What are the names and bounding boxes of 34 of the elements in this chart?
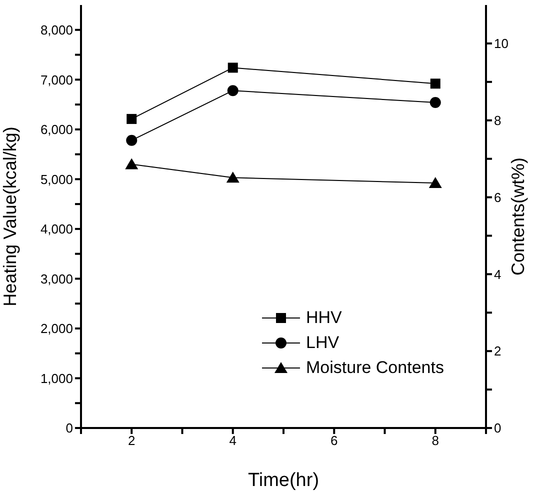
y2-tick-label: 10: [494, 36, 508, 52]
point: [126, 114, 137, 124]
point: [428, 177, 442, 188]
point: [226, 172, 240, 183]
point: [430, 97, 441, 108]
y-tick-label: 5,000: [40, 172, 73, 187]
point: [126, 134, 138, 146]
y-tick-label: 3,000: [40, 271, 73, 286]
y-tick-label: 6,000: [40, 122, 73, 138]
y2-tick-label: 8: [494, 112, 502, 128]
point: [125, 158, 138, 170]
y-tick-label: 1,000: [40, 370, 73, 386]
y2-tick-label: 4: [494, 266, 502, 282]
y-tick-label: 4,000: [40, 222, 73, 237]
y-axis-title: Heating Value(kcal/kg): [0, 126, 20, 306]
x-axis-title: Time(hr): [248, 470, 320, 491]
y2-tick-label: 0: [494, 420, 502, 436]
y-tick-label: 2,000: [40, 321, 73, 336]
x-tick-label: 2: [128, 433, 136, 448]
y-tick-label: 0: [66, 420, 73, 436]
y-tick-label: 7,000: [40, 72, 73, 88]
legend-label: LHV: [306, 332, 340, 352]
y2-axis-title: Contents(wt%): [508, 157, 528, 276]
point: [227, 85, 238, 96]
point: [228, 62, 238, 73]
point: [430, 78, 440, 89]
legend-label: HHV: [306, 308, 342, 328]
y2-tick-label: 6: [494, 190, 502, 205]
y-tick-label: 8,000: [40, 22, 73, 38]
y2-tick-label: 2: [494, 344, 502, 359]
x-tick-label: 4: [229, 433, 236, 448]
x-tick-label: 6: [330, 433, 338, 448]
x-tick-label: 8: [432, 433, 439, 448]
legend-label: Moisture Contents: [306, 358, 444, 378]
